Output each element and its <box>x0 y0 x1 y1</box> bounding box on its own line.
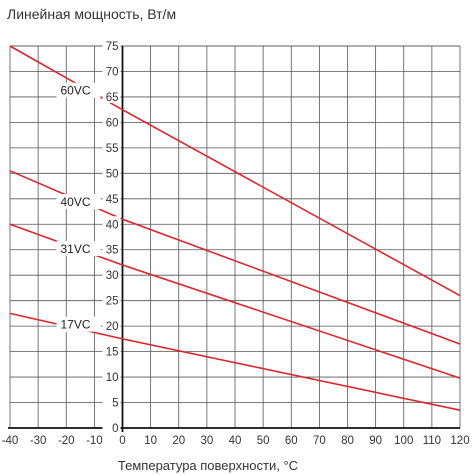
y-tick-label: 60 <box>106 117 119 129</box>
y-tick-bg-10 <box>102 165 121 180</box>
chart-title: Линейная мощность, Вт/м <box>7 6 176 22</box>
x-axis-label: Температура поверхности, °С <box>118 458 298 473</box>
grid <box>8 45 461 432</box>
y-tick-label: 10 <box>106 372 119 384</box>
series-label-bg-31VC <box>56 240 101 256</box>
series-line-60VC <box>9 45 461 297</box>
y-tick-bg-9 <box>102 190 121 205</box>
y-tick-bg-11 <box>102 139 121 154</box>
x-tick-label: 100 <box>394 435 413 447</box>
y-tick-label: 30 <box>106 270 119 282</box>
x-tick-label: -40 <box>2 435 19 447</box>
x-tick-label: -20 <box>58 435 75 447</box>
x-tick-label: 70 <box>313 435 326 447</box>
y-tick-label: 25 <box>106 296 119 308</box>
x-tick-label: 80 <box>341 435 354 447</box>
y-tick-label: 50 <box>106 168 119 180</box>
series-label-bg-40VC <box>56 194 101 210</box>
y-tick-label: 55 <box>106 143 119 155</box>
y-tick-bg-13 <box>102 88 121 103</box>
y-tick-label: 5 <box>112 398 118 410</box>
y-tick-label: 45 <box>106 194 119 206</box>
x-tick-label: 120 <box>450 435 469 447</box>
y-tick-bg-6 <box>102 267 121 282</box>
y-tick-label: 0 <box>112 423 118 435</box>
x-tick-label: -30 <box>30 435 47 447</box>
y-tick-bg-0 <box>102 420 121 434</box>
x-tick-label: 0 <box>119 435 125 447</box>
y-tick-bg-2 <box>102 369 121 384</box>
series-label-40VC: 40VC <box>61 195 91 209</box>
y-tick-bg-12 <box>102 114 121 129</box>
y-tick-label: 40 <box>106 219 119 231</box>
y-tick-bg-7 <box>102 241 121 256</box>
x-tick-label: 40 <box>229 435 242 447</box>
x-tick-label: 60 <box>285 435 298 447</box>
y-tick-label: 70 <box>106 66 119 78</box>
y-tick-bg-5 <box>102 292 121 307</box>
y-tick-bg-3 <box>102 343 121 358</box>
series-label-17VC: 17VC <box>61 318 91 332</box>
series-labels: 60VC 40VC 31VC 17VC <box>56 82 101 332</box>
series-label-bg-17VC <box>56 316 101 332</box>
x-tick-label: 30 <box>200 435 213 447</box>
x-tick-label: 20 <box>172 435 185 447</box>
y-tick-bg-1 <box>102 394 121 409</box>
y-tick-label: 35 <box>106 245 119 257</box>
y-tick-bg-4 <box>102 318 121 333</box>
x-tick-label: -10 <box>86 435 103 447</box>
x-tick-label: 110 <box>423 435 441 447</box>
x-tick-label: 50 <box>257 435 270 447</box>
series-label-31VC: 31VC <box>61 242 91 256</box>
x-tick-label: 90 <box>369 435 382 447</box>
y-tick-labels: 0 5 10 15 20 25 30 35 40 45 50 55 60 65 70 75 <box>102 38 121 435</box>
series-line-31VC <box>9 223 461 379</box>
series-line-40VC <box>9 170 461 345</box>
y-tick-label: 75 <box>106 41 119 53</box>
series-label-bg-60VC <box>56 82 101 98</box>
series-lines <box>9 45 461 411</box>
series-label-60VC: 60VC <box>61 84 91 98</box>
x-tick-labels: -40 -30 -20 -10 0 10 20 30 40 50 60 70 80 90 100 110 120 <box>2 435 470 447</box>
y-tick-label: 65 <box>106 92 119 104</box>
series-line-17VC <box>9 312 461 411</box>
y-tick-bg-15 <box>102 38 121 52</box>
y-tick-label: 15 <box>106 347 119 359</box>
y-tick-label: 20 <box>106 321 119 333</box>
y-tick-bg-14 <box>102 63 121 78</box>
x-tick-label: 10 <box>144 435 157 447</box>
y-tick-bg-8 <box>102 216 121 231</box>
